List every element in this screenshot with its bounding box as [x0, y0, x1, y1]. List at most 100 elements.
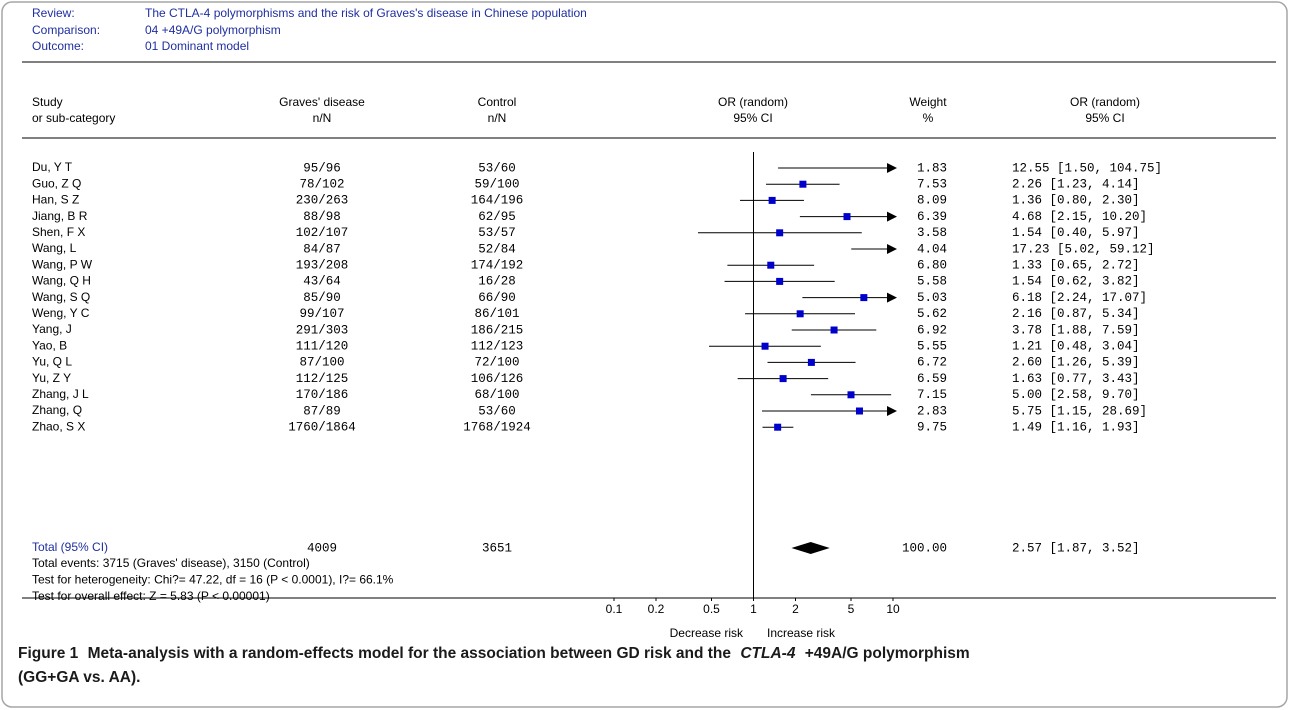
- column-header: 95% CI: [733, 111, 772, 125]
- caption-line: (GG+GA vs. AA).: [18, 669, 140, 686]
- caption-gene: CTLA-4: [740, 645, 795, 662]
- cases: 170/186: [296, 388, 349, 402]
- controls: 3651: [482, 541, 512, 555]
- weight: 5.55: [917, 339, 947, 353]
- x-tick-label: 1: [750, 602, 757, 616]
- footnote: Test for overall effect: Z = 5.83 (P < 0…: [32, 589, 270, 603]
- point-estimate: [830, 326, 838, 334]
- column-header: Graves' disease: [279, 95, 365, 109]
- controls: 72/100: [474, 356, 519, 370]
- cases: 99/107: [299, 307, 344, 321]
- or-ci: 1.63 [0.77, 3.43]: [1012, 372, 1140, 386]
- total-label: Total (95% CI): [32, 540, 108, 554]
- footnote: Total events: 3715 (Graves' disease), 31…: [32, 556, 310, 570]
- arrowhead: [887, 244, 897, 254]
- or-ci: 2.26 [1.23, 4.14]: [1012, 177, 1140, 191]
- point-estimate: [799, 180, 807, 188]
- controls: 186/215: [471, 323, 524, 337]
- arrowhead: [887, 292, 897, 303]
- outcome-label: Outcome:: [32, 39, 84, 53]
- controls: 62/95: [478, 210, 516, 224]
- controls: 68/100: [474, 388, 519, 402]
- cases: 88/98: [303, 210, 341, 224]
- weight: 6.59: [917, 372, 947, 386]
- or-ci: 17.23 [5.02, 59.12]: [1012, 242, 1155, 256]
- weight: 8.09: [917, 194, 947, 208]
- review: The CTLA-4 polymorphisms and the risk of…: [145, 6, 587, 20]
- cases: 291/303: [296, 323, 349, 337]
- point-estimate: [776, 229, 784, 237]
- study-name: Yang, J: [32, 322, 72, 336]
- controls: 16/28: [478, 275, 516, 289]
- study-name: Weng, Y C: [32, 306, 90, 320]
- column-header: Weight: [909, 95, 947, 109]
- study-name: Wang, S Q: [32, 290, 90, 304]
- or-ci: 6.18 [2.24, 17.07]: [1012, 291, 1147, 305]
- point-estimate: [807, 358, 815, 366]
- cases: 95/96: [303, 161, 341, 175]
- controls: 59/100: [474, 177, 519, 191]
- study-name: Wang, L: [32, 241, 77, 255]
- axis-label: Increase risk: [767, 626, 836, 640]
- controls: 106/126: [471, 372, 524, 386]
- weight: 6.72: [917, 356, 947, 370]
- column-header: OR (random): [1070, 95, 1140, 109]
- arrowhead: [887, 211, 897, 222]
- or-ci: 1.21 [0.48, 3.04]: [1012, 339, 1140, 353]
- cases: 111/120: [296, 339, 349, 353]
- arrowhead: [887, 163, 897, 173]
- cases: 87/89: [303, 404, 341, 418]
- cases: 78/102: [299, 177, 344, 191]
- x-tick-label: 2: [792, 602, 799, 616]
- caption-text: +49A/G polymorphism: [805, 645, 970, 662]
- cases: 230/263: [296, 194, 349, 208]
- controls: 66/90: [478, 291, 516, 305]
- or-ci: 2.60 [1.26, 5.39]: [1012, 356, 1140, 370]
- study-name: Jiang, B R: [32, 209, 88, 223]
- study-name: Guo, Z Q: [32, 176, 81, 190]
- or-ci: 3.78 [1.88, 7.59]: [1012, 323, 1140, 337]
- weight: 7.15: [917, 388, 947, 402]
- review-label: Review:: [32, 6, 75, 20]
- cases: 4009: [307, 541, 337, 555]
- cases: 85/90: [303, 291, 341, 305]
- column-header: n/N: [313, 111, 332, 125]
- weight: 7.53: [917, 177, 947, 191]
- x-tick-label: 0.5: [703, 602, 720, 616]
- weight: 6.39: [917, 210, 947, 224]
- or-ci: 1.54 [0.40, 5.97]: [1012, 226, 1140, 240]
- weight: 5.62: [917, 307, 947, 321]
- weight: 5.58: [917, 275, 947, 289]
- axis-label: Decrease risk: [670, 626, 744, 640]
- controls: 164/196: [471, 194, 524, 208]
- controls: 174/192: [471, 258, 524, 272]
- arrowhead: [887, 406, 897, 416]
- point-estimate: [855, 407, 863, 415]
- point-estimate: [761, 342, 769, 350]
- controls: 1768/1924: [463, 420, 531, 434]
- study-name: Du, Y T: [32, 160, 73, 174]
- study-name: Shen, F X: [32, 225, 85, 239]
- controls: 53/57: [478, 226, 516, 240]
- weight: 1.83: [917, 161, 947, 175]
- weight: 6.92: [917, 323, 947, 337]
- or-ci: 1.49 [1.16, 1.93]: [1012, 420, 1140, 434]
- study-name: Wang, Q H: [32, 274, 91, 288]
- or-ci: 4.68 [2.15, 10.20]: [1012, 210, 1147, 224]
- cases: 112/125: [296, 372, 349, 386]
- or-ci: 5.00 [2.58, 9.70]: [1012, 388, 1140, 402]
- caption: Figure 1 Meta-analysis with a random-eff…: [18, 645, 970, 662]
- cases: 84/87: [303, 242, 341, 256]
- controls: 52/84: [478, 242, 516, 256]
- study-name: Yu, Z Y: [32, 371, 71, 385]
- controls: 53/60: [478, 161, 516, 175]
- cases: 43/64: [303, 275, 341, 289]
- cases: 1760/1864: [288, 420, 356, 434]
- summary-diamond: [791, 542, 830, 554]
- x-tick-label: 5: [848, 602, 855, 616]
- cases: 193/208: [296, 258, 349, 272]
- point-estimate: [767, 261, 775, 269]
- or-ci: 1.33 [0.65, 2.72]: [1012, 258, 1140, 272]
